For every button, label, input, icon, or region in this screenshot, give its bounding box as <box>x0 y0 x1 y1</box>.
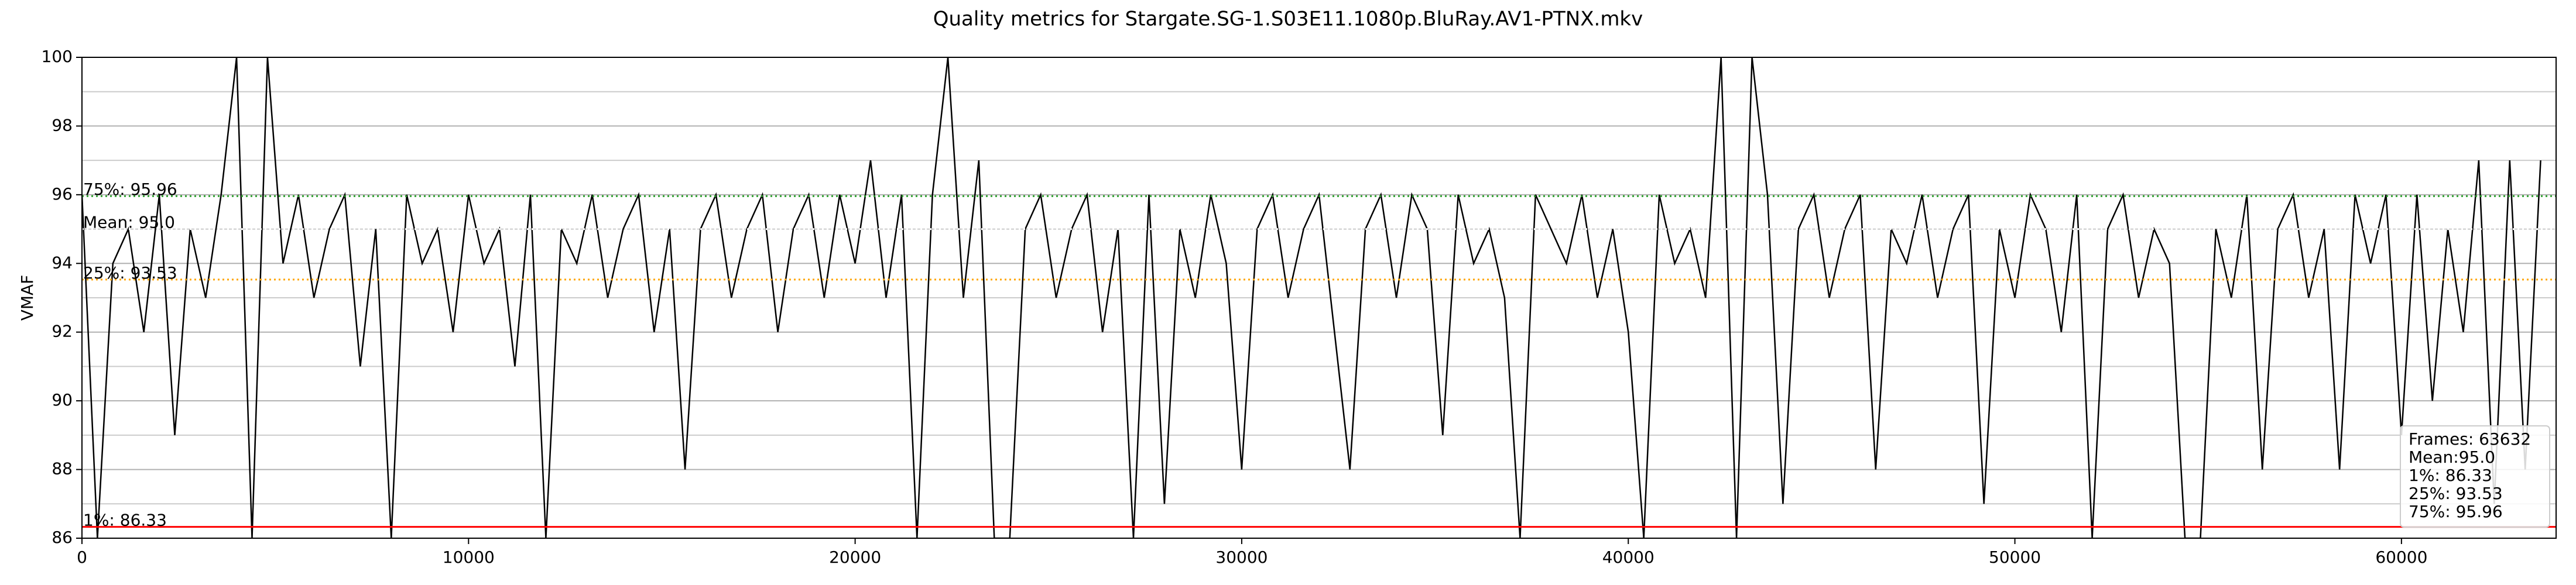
stats-text: Mean:95.0 <box>2409 448 2495 467</box>
data-line <box>82 57 2541 538</box>
y-tick-label: 98 <box>52 115 73 135</box>
reference-label: 1%: 86.33 <box>83 511 167 530</box>
stats-box <box>2400 425 2550 528</box>
y-axis-label: VMAF <box>18 275 37 321</box>
y-tick-label: 92 <box>52 322 73 341</box>
stats-text: Frames: 63632 <box>2409 429 2531 449</box>
stats-text: 1%: 86.33 <box>2409 466 2492 485</box>
x-tick-label: 20000 <box>829 548 881 567</box>
stats-text: 25%: 93.53 <box>2409 484 2503 503</box>
y-tick-label: 86 <box>52 528 73 547</box>
reference-label: 25%: 93.53 <box>83 263 177 283</box>
chart-title: Quality metrics for Stargate.SG-1.S03E11… <box>933 8 1643 31</box>
x-tick-label: 10000 <box>443 548 495 567</box>
y-tick-label: 100 <box>42 47 73 66</box>
y-tick-label: 88 <box>52 459 73 479</box>
plot-frame <box>81 57 2557 539</box>
x-tick-label: 30000 <box>1215 548 1268 567</box>
y-tick-label: 96 <box>52 184 73 204</box>
stats-text: 75%: 95.96 <box>2409 502 2503 521</box>
x-tick-label: 0 <box>77 548 87 567</box>
x-tick-label: 60000 <box>2375 548 2427 567</box>
x-tick-label: 40000 <box>1602 548 1654 567</box>
y-tick-label: 94 <box>52 253 73 272</box>
x-tick-label: 50000 <box>1989 548 2041 567</box>
reference-label: 75%: 95.96 <box>83 180 177 199</box>
y-tick-label: 90 <box>52 390 73 410</box>
reference-label: Mean: 95.0 <box>83 213 175 232</box>
